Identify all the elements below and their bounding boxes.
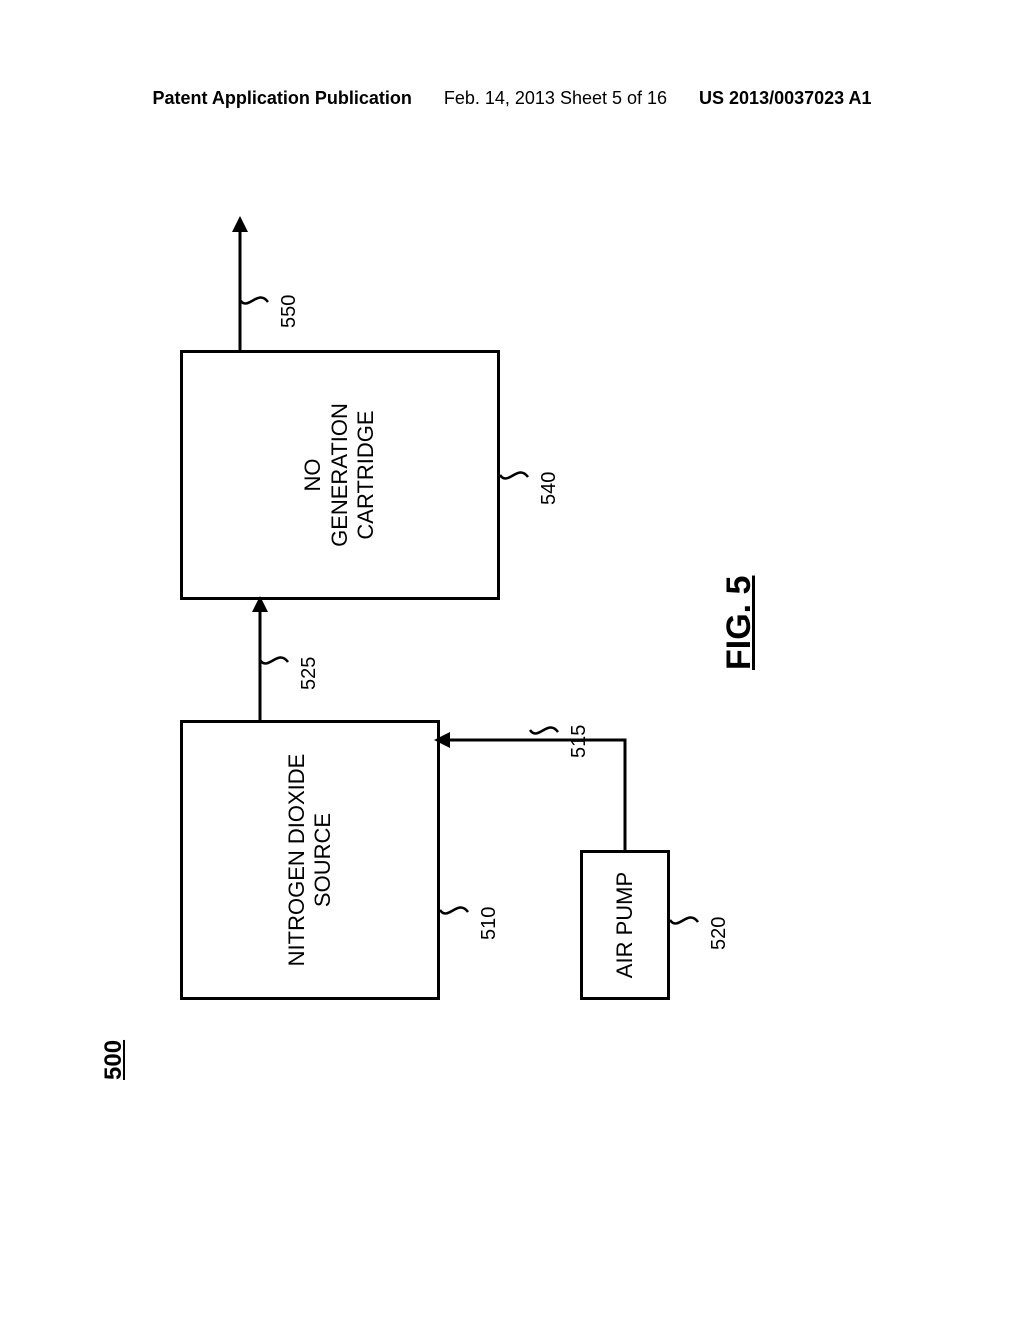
header-docnumber: US 2013/0037023 A1 — [699, 88, 871, 109]
lead-squiggle-515 — [530, 710, 570, 750]
header-publication: Patent Application Publication — [153, 88, 412, 109]
page-header: Patent Application Publication Feb. 14, … — [0, 88, 1024, 109]
header-date-sheet: Feb. 14, 2013 Sheet 5 of 16 — [444, 88, 667, 109]
lead-squiggle-550 — [240, 280, 280, 320]
air-pump-label: AIR PUMP — [612, 872, 638, 978]
ref-540: 540 — [538, 472, 561, 505]
figure-caption: FIG. 5 — [720, 576, 759, 670]
lead-squiggle-525 — [260, 640, 300, 680]
nitrogen-dioxide-source-box: NITROGEN DIOXIDESOURCE — [180, 720, 440, 1000]
lead-squiggle-520 — [670, 900, 710, 940]
air-pump-box: AIR PUMP — [580, 850, 670, 1000]
ref-510: 510 — [478, 907, 501, 940]
ref-520: 520 — [708, 917, 731, 950]
no-generation-cartridge-box: NOGENERATIONCARTRIDGE — [180, 350, 500, 600]
nds-label: NITROGEN DIOXIDESOURCE — [284, 754, 337, 967]
ref-550: 550 — [278, 295, 301, 328]
ref-525: 525 — [298, 657, 321, 690]
cartridge-label: NOGENERATIONCARTRIDGE — [300, 403, 379, 547]
lead-squiggle-510 — [440, 890, 480, 930]
system-reference-number: 500 — [100, 1040, 128, 1080]
ref-515: 515 — [568, 725, 591, 758]
figure-5: 500 NITROGEN DIOXIDESOURCE 510 AIR PUMP … — [80, 340, 980, 1040]
lead-squiggle-540 — [500, 455, 540, 495]
